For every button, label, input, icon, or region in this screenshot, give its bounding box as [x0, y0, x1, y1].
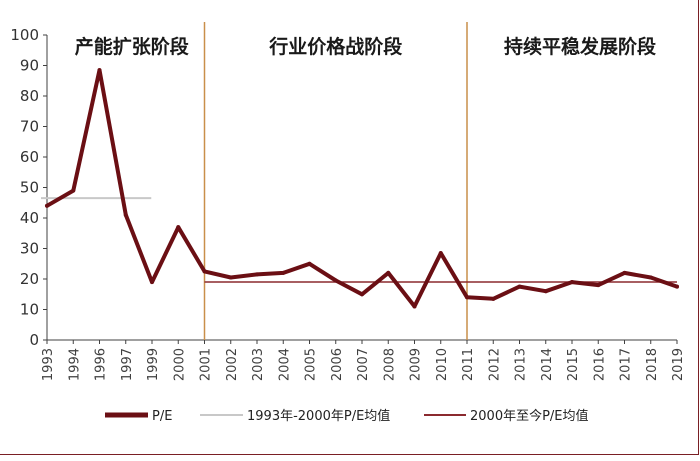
- y-tick-label: 100: [10, 26, 39, 44]
- y-tick-label: 30: [20, 240, 39, 258]
- data-point: [622, 270, 627, 275]
- data-point: [255, 272, 259, 277]
- x-tick-label: 2005: [304, 348, 319, 381]
- x-tick-label: 2006: [330, 348, 345, 381]
- phase-dividers: [203, 22, 468, 340]
- x-tick-label: 2019: [671, 348, 686, 381]
- data-point: [202, 269, 207, 274]
- data-point: [465, 295, 469, 300]
- x-tick-label: 2008: [382, 348, 397, 381]
- data-point: [333, 278, 338, 283]
- y-tick-label: 50: [20, 179, 39, 197]
- legend-label-pe: P/E: [152, 409, 172, 424]
- x-tick-label: 1999: [146, 348, 161, 381]
- data-point: [360, 292, 364, 297]
- data-point: [281, 270, 286, 275]
- data-point: [412, 304, 417, 309]
- data-point: [228, 275, 233, 280]
- x-tick-label: 2014: [540, 348, 555, 381]
- x-tick-label: 2000: [172, 348, 187, 381]
- phase-label: 持续平稳发展阶段: [504, 35, 657, 58]
- x-tick-label: 2001: [199, 348, 214, 381]
- legend-label-mean-2000-now: 2000年至今P/E均值: [470, 408, 589, 424]
- data-point: [648, 275, 653, 280]
- data-point: [176, 225, 181, 230]
- data-point: [97, 68, 102, 73]
- series-layer: [45, 68, 679, 309]
- data-point: [386, 270, 391, 275]
- x-tick-label: 2007: [356, 348, 371, 381]
- x-tick-label: 1994: [67, 348, 82, 381]
- x-tick-label: 1993: [41, 348, 56, 381]
- data-point: [675, 284, 679, 289]
- x-tick-labels: 1993 1994 1996 1997 1999 2000 2001 2002 2003 2004…: [41, 348, 686, 381]
- x-tick-label: 2009: [409, 348, 424, 381]
- phase-labels: 产能扩张阶段 行业价格战阶段 持续平稳发展阶段: [75, 35, 657, 58]
- data-point: [45, 203, 49, 208]
- y-tick-label: 40: [20, 209, 39, 227]
- x-tick-label: 2010: [435, 348, 450, 381]
- x-tick-label: 2012: [487, 348, 502, 381]
- data-point: [71, 188, 76, 193]
- x-tick-label: 2002: [225, 348, 240, 381]
- data-point: [150, 280, 154, 285]
- x-tick-label: 2018: [645, 348, 660, 381]
- x-tick-label: 2016: [592, 348, 607, 381]
- legend-label-mean-1993-2000: 1993年-2000年P/E均值: [247, 408, 390, 424]
- axes: [43, 34, 678, 344]
- y-tick-label: 90: [20, 57, 39, 75]
- data-point: [570, 280, 574, 285]
- legend: P/E 1993年-2000年P/E均值 2000年至今P/E均值: [105, 408, 589, 424]
- y-tick-label: 60: [20, 148, 39, 166]
- x-tick-label: 1997: [120, 348, 135, 381]
- data-point: [596, 283, 601, 288]
- phase-label: 产能扩张阶段: [75, 35, 190, 58]
- x-tick-label: 2017: [619, 348, 634, 381]
- data-point: [307, 261, 312, 266]
- x-tick-label: 2015: [566, 348, 581, 381]
- y-tick-labels: 0 10 20 30 40 50 60 70 80 90 100: [10, 26, 39, 349]
- x-tick-label: 2013: [514, 348, 529, 381]
- y-tick-label: 10: [20, 301, 39, 319]
- x-tick-label: 1996: [94, 348, 109, 381]
- x-tick-label: 2011: [461, 348, 476, 381]
- y-tick-label: 70: [20, 118, 39, 136]
- data-point: [438, 251, 443, 256]
- phase-label: 行业价格战阶段: [268, 35, 403, 58]
- data-point: [543, 289, 548, 294]
- data-point: [491, 296, 496, 301]
- y-tick-label: 80: [20, 87, 39, 105]
- y-tick-label: 0: [29, 331, 39, 349]
- data-point: [517, 284, 522, 289]
- x-tick-label: 2003: [251, 348, 266, 381]
- y-tick-label: 20: [20, 270, 39, 288]
- x-tick-label: 2004: [277, 348, 292, 381]
- data-point: [123, 212, 128, 217]
